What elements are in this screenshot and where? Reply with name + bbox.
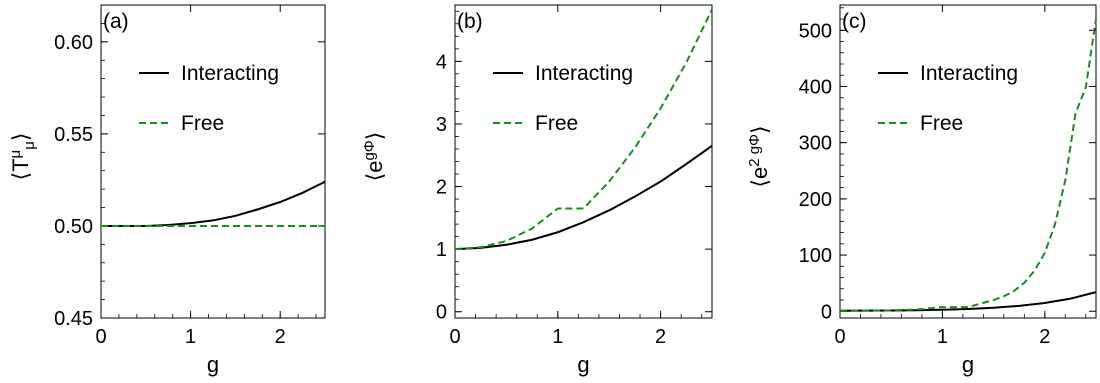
x-tick-label: 0 [449,326,460,348]
panel-label: (b) [457,10,483,33]
y-tick-label: 0.55 [54,124,93,146]
y-tick-label: 100 [799,245,832,267]
x-tick-label: 2 [275,326,286,348]
legend-label-free: Free [535,112,578,135]
series-line-interacting [454,145,713,251]
panel-label: (a) [103,10,129,33]
x-tick-label: 1 [937,326,948,348]
y-tick-label: 2 [436,177,447,199]
x-axis-label: g [207,352,219,377]
series-line-free [454,8,713,251]
plot-frame [100,4,326,319]
legend-label-interacting: Interacting [181,62,279,85]
panel-c: 0 1 2 0 100 200 300 400 500 (c) Interacting Free g ⟨e… [746,4,1097,377]
legend-label-interacting: Interacting [920,62,1018,85]
panel-label: (c) [842,10,867,33]
series-line-free [839,18,1097,312]
y-axis-label: ⟨e2 gΦ⟩ [746,125,772,187]
plot-frame [839,4,1097,319]
legend-label-free: Free [181,112,224,135]
y-tick-label: 0.50 [54,216,93,238]
legend-label-interacting: Interacting [535,62,633,85]
y-tick-label: 4 [436,51,447,73]
legend-label-free: Free [920,112,963,135]
y-tick-label: 400 [799,76,832,98]
y-tick-label: 3 [436,114,447,136]
y-tick-label: 0.45 [54,308,93,330]
x-tick-label: 1 [552,326,563,348]
y-axis-label: ⟨egΦ⟩ [361,132,387,182]
x-tick-label: 2 [655,326,666,348]
series-line-interacting [101,180,326,227]
panel-a: 0 1 2 0.45 0.50 0.55 0.60 (a) Interacting Free g ⟨T… [7,4,326,377]
y-tick-label: 0 [436,302,447,324]
y-tick-label: 0.60 [54,32,93,54]
plot-frame [454,4,713,319]
panel-b: 0 1 2 0 1 2 3 4 (b) Interacting Free g ⟨egΦ⟩ [361,4,713,377]
y-tick-label: 0 [821,301,832,323]
x-axis-label: g [962,352,974,377]
y-tick-label: 200 [799,189,832,211]
y-tick-label: 500 [799,20,832,42]
y-axis-label: ⟨Tμμ⟩ [7,133,38,181]
y-tick-label: 300 [799,133,832,155]
x-tick-label: 0 [834,326,845,348]
x-tick-label: 2 [1039,326,1050,348]
x-axis-label: g [577,352,589,377]
x-tick-label: 1 [185,326,196,348]
y-tick-label: 1 [436,239,447,261]
x-tick-label: 0 [95,326,106,348]
series-line-interacting [839,291,1097,312]
